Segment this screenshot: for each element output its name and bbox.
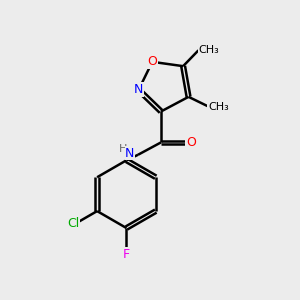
Text: O: O (186, 136, 196, 149)
Text: Cl: Cl (67, 217, 80, 230)
Text: H: H (118, 144, 127, 154)
Text: CH₃: CH₃ (208, 101, 229, 112)
Text: CH₃: CH₃ (198, 45, 219, 55)
Text: N: N (134, 83, 143, 96)
Text: F: F (123, 248, 130, 261)
Text: N: N (125, 147, 134, 160)
Text: O: O (147, 55, 157, 68)
